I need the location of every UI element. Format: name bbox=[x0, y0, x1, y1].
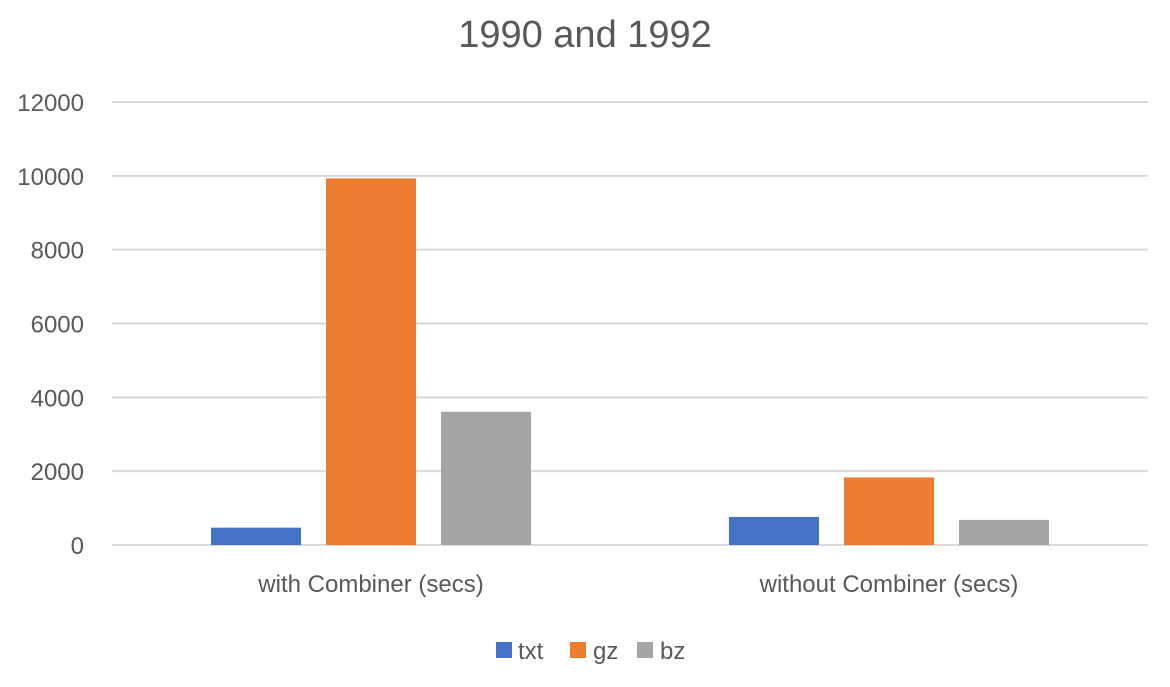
x-axis-categories: with Combiner (secs) without Combiner (se… bbox=[257, 571, 1018, 598]
bars bbox=[211, 178, 1049, 546]
bar-gz-2 bbox=[844, 477, 934, 545]
legend-swatch-bz bbox=[637, 642, 653, 658]
legend: txt gz bz bbox=[496, 638, 685, 665]
category-label: without Combiner (secs) bbox=[759, 571, 1019, 598]
bar-gz-1 bbox=[326, 178, 416, 546]
legend-swatch-gz bbox=[570, 642, 586, 658]
y-axis-ticks: 0 2000 4000 6000 8000 10000 12000 bbox=[17, 90, 84, 560]
gridlines bbox=[112, 101, 1148, 546]
y-tick-label: 0 bbox=[71, 533, 84, 560]
y-tick-label: 12000 bbox=[17, 90, 84, 117]
y-tick-label: 4000 bbox=[31, 385, 84, 412]
y-tick-label: 8000 bbox=[31, 238, 84, 265]
legend-label-bz: bz bbox=[660, 638, 685, 665]
chart-title: 1990 and 1992 bbox=[458, 14, 712, 56]
y-tick-label: 6000 bbox=[31, 312, 84, 339]
category-label: with Combiner (secs) bbox=[257, 571, 483, 598]
bar-bz-2 bbox=[959, 519, 1049, 545]
bar-txt-1 bbox=[211, 527, 301, 545]
legend-swatch-txt bbox=[496, 642, 512, 658]
bar-txt-2 bbox=[729, 516, 819, 545]
legend-label-gz: gz bbox=[593, 638, 618, 665]
y-tick-label: 2000 bbox=[31, 459, 84, 486]
bar-bz-1 bbox=[441, 411, 531, 545]
y-tick-label: 10000 bbox=[17, 164, 84, 191]
legend-label-txt: txt bbox=[518, 638, 544, 665]
